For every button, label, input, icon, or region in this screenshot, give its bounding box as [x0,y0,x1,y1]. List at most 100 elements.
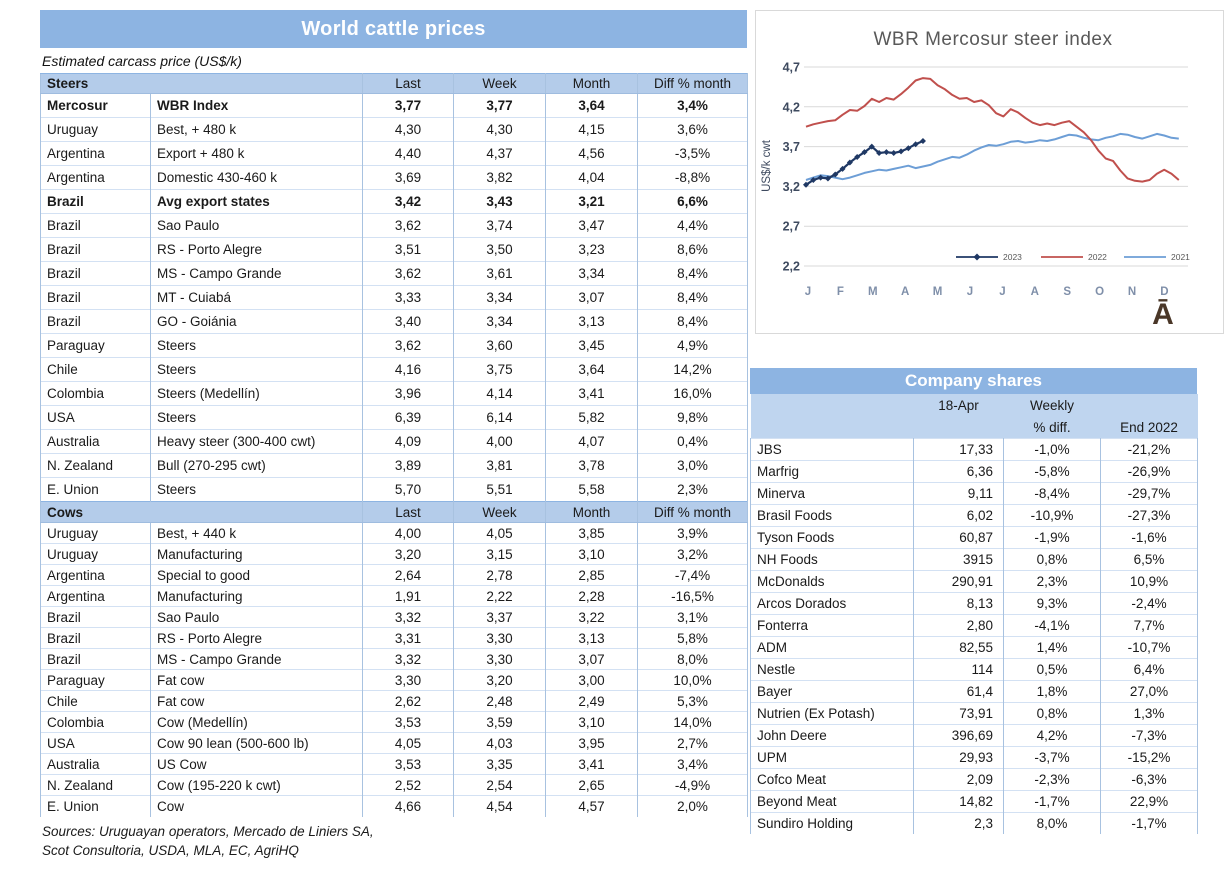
cell-week: 3,77 [453,93,546,118]
cell-week: 3,34 [453,285,546,310]
cell-month: 5,58 [545,477,638,502]
series-line-2023 [805,139,924,186]
cell-diff: 0,4% [637,429,748,454]
cell-price: 396,69 [913,724,1004,747]
column-header: Month [545,501,638,523]
cell-month: 4,57 [545,795,638,817]
cell-month: 5,82 [545,405,638,430]
cell-week: 3,50 [453,237,546,262]
series-marker [883,149,890,156]
company-header-row-1: 18-Apr Weekly [750,394,1198,416]
table-row: USA Steers 6,39 6,14 5,82 9,8% [40,405,748,430]
cell-weekly: 0,8% [1003,702,1101,725]
cell-country: Brazil [40,606,151,628]
section-header-row: Cows Last Week Month Diff % month [40,501,748,523]
cell-end2022: -7,3% [1100,724,1198,747]
cell-week: 3,82 [453,165,546,190]
cell-diff: 2,7% [637,732,748,754]
cell-name: Brasil Foods [750,504,914,527]
cell-week: 3,30 [453,648,546,670]
cell-weekly: 4,2% [1003,724,1101,747]
cell-desc: RS - Porto Alegre [150,237,363,262]
cell-last: 3,53 [362,753,454,775]
cell-diff: -7,4% [637,564,748,586]
cell-price: 2,09 [913,768,1004,791]
cell-diff: 14,2% [637,357,748,382]
company-row: UPM 29,93 -3,7% -15,2% [750,746,1198,769]
cell-desc: Best, + 440 k [150,522,363,544]
cell-week: 3,81 [453,453,546,478]
company-row: Beyond Meat 14,82 -1,7% 22,9% [750,790,1198,813]
cell-diff: -4,9% [637,774,748,796]
cell-end2022: -6,3% [1100,768,1198,791]
cell-last: 3,42 [362,189,454,214]
x-month-label: A [901,286,909,298]
cell-end2022: -27,3% [1100,504,1198,527]
cell-weekly: -2,3% [1003,768,1101,791]
series-marker [890,149,897,156]
cell-diff: 3,6% [637,117,748,142]
cell-week: 3,75 [453,357,546,382]
cell-last: 3,20 [362,543,454,565]
series-marker [839,165,846,172]
subtitle: Estimated carcass price (US$/k) [42,53,242,69]
cell-end2022: 27,0% [1100,680,1198,703]
cell-month: 3,95 [545,732,638,754]
cell-diff: -16,5% [637,585,748,607]
cell-weekly: 2,3% [1003,570,1101,593]
table-row: Mercosur WBR Index 3,77 3,77 3,64 3,4% [40,93,748,118]
series-marker [905,145,912,152]
series-marker [854,153,861,160]
cell-month: 4,07 [545,429,638,454]
table-row: Chile Steers 4,16 3,75 3,64 14,2% [40,357,748,382]
cell-desc: GO - Goiánia [150,309,363,334]
cell-desc: Cow 90 lean (500-600 lb) [150,732,363,754]
cell-country: Brazil [40,285,151,310]
cell-name: Minerva [750,482,914,505]
cell-month: 3,78 [545,453,638,478]
cell-desc: Bull (270-295 cwt) [150,453,363,478]
company-row: NH Foods 3915 0,8% 6,5% [750,548,1198,571]
cell-week: 3,61 [453,261,546,286]
company-row: JBS 17,33 -1,0% -21,2% [750,438,1198,461]
prices-table: Steers Last Week Month Diff % month Mercosur W… [40,73,748,817]
cell-week: 3,30 [453,627,546,649]
y-tick-label: 3,7 [783,140,800,154]
legend-marker [973,253,981,261]
company-row: Marfrig 6,36 -5,8% -26,9% [750,460,1198,483]
y-axis-label: US$/k cwt [761,139,773,192]
cell-week: 2,22 [453,585,546,607]
cell-price: 290,91 [913,570,1004,593]
cell-last: 3,51 [362,237,454,262]
cell-diff: 3,1% [637,606,748,628]
cell-week: 2,78 [453,564,546,586]
cell-diff: 3,0% [637,453,748,478]
cell-last: 3,62 [362,213,454,238]
company-shares-panel: Company shares 18-Apr Weekly % diff. End… [750,368,1198,834]
sources-note: Sources: Uruguayan operators, Mercado de… [42,822,747,860]
company-header-row-2: % diff. End 2022 [750,416,1198,439]
cell-week: 3,35 [453,753,546,775]
column-header: Diff % month [637,501,748,523]
cell-price: 2,3 [913,812,1004,834]
column-header: Week [453,501,546,523]
cell-diff: 3,9% [637,522,748,544]
x-month-label: D [1160,286,1168,298]
y-tick-label: 3,2 [783,180,800,194]
table-row: Brazil MS - Campo Grande 3,32 3,30 3,07 8,0% [40,648,748,670]
x-month-label: M [868,286,878,298]
cell-desc: MS - Campo Grande [150,261,363,286]
cell-week: 4,37 [453,141,546,166]
cell-country: Brazil [40,213,151,238]
table-row: Uruguay Best, + 480 k 4,30 4,30 4,15 3,6% [40,117,748,142]
cell-diff: 4,9% [637,333,748,358]
cell-last: 3,33 [362,285,454,310]
cell-month: 3,34 [545,261,638,286]
cell-diff: 8,6% [637,237,748,262]
cell-last: 4,30 [362,117,454,142]
cell-last: 6,39 [362,405,454,430]
cell-week: 3,15 [453,543,546,565]
table-row: Argentina Manufacturing 1,91 2,22 2,28 -16,5% [40,585,748,607]
table-row: Argentina Domestic 430-460 k 3,69 3,82 4,04-… [40,165,748,190]
cell-week: 3,74 [453,213,546,238]
